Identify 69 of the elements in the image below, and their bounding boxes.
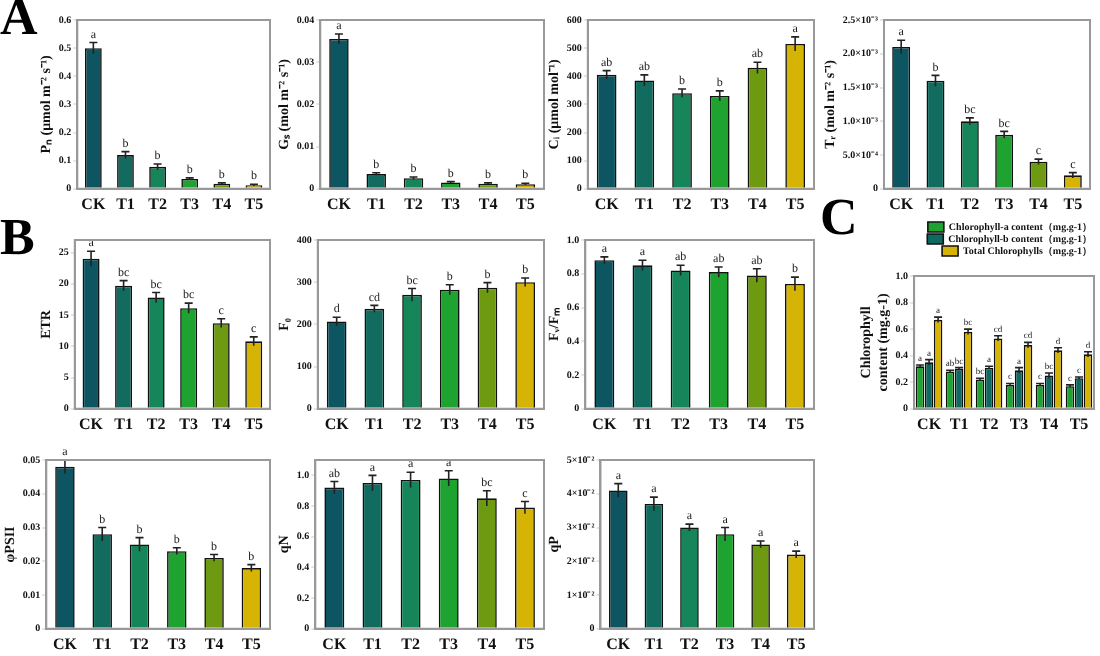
x-tick-label: T5	[244, 414, 264, 433]
x-tick-label: T4	[478, 414, 497, 433]
x-tick-label: T2	[404, 194, 423, 213]
x-tick-label: T1	[363, 634, 382, 653]
x-tick-label: T2	[148, 194, 167, 213]
text: C	[820, 188, 858, 246]
x-tick-label: T4	[212, 194, 232, 213]
x-tick-label: T4	[747, 414, 767, 433]
text: A	[0, 0, 38, 46]
x-tick-label: T1	[949, 414, 969, 433]
x-tick-label: T2	[671, 414, 690, 433]
x-tick-label: T2	[680, 634, 699, 653]
x-tick-label: CK	[889, 194, 915, 213]
x-tick-label: T1	[114, 414, 133, 433]
x-tick-label: T1	[644, 634, 664, 653]
x-tick-label: T3	[167, 634, 187, 653]
x-tick-label: T1	[635, 194, 654, 213]
x-tick-label: T4	[1039, 414, 1059, 433]
x-tick-label: T5	[515, 414, 535, 433]
x-tick-label: T3	[440, 414, 460, 433]
text: B	[0, 208, 35, 266]
x-tick-label: T4	[751, 634, 770, 653]
x-tick-label: T3	[441, 194, 461, 213]
x-tick-label: T1	[633, 414, 652, 433]
x-tick-label: T2	[130, 634, 149, 653]
x-tick-label: T5	[1069, 414, 1089, 433]
x-tick-label: T3	[439, 634, 459, 653]
x-tick-label: T5	[516, 194, 535, 213]
x-tick-label: CK	[79, 414, 105, 433]
x-tick-label: T3	[710, 194, 730, 213]
x-tick-label: T4	[478, 194, 498, 213]
x-tick-label: T4	[1029, 194, 1048, 213]
x-tick-label: T5	[786, 634, 806, 653]
x-tick-label: T1	[116, 194, 135, 213]
x-tick-label: T2	[979, 414, 999, 433]
x-tick-label: T1	[365, 414, 384, 433]
x-tick-label: CK	[81, 194, 107, 213]
x-tick-label: CK	[606, 634, 632, 653]
x-tick-label: T1	[926, 194, 945, 213]
x-tick-label: CK	[326, 194, 353, 213]
x-tick-label: CK	[322, 634, 348, 653]
x-tick-label: T2	[401, 634, 420, 653]
x-tick-label: T5	[515, 634, 535, 653]
x-tick-label: T4	[211, 414, 231, 433]
x-tick-label: CK	[592, 414, 618, 433]
x-tick-label: T1	[366, 194, 386, 213]
x-tick-label: CK	[594, 194, 621, 213]
x-tick-label: T3	[180, 194, 200, 213]
x-tick-label: T4	[204, 634, 224, 653]
x-tick-label: T3	[179, 414, 199, 433]
x-tick-label: T3	[1009, 414, 1029, 433]
x-tick-label: T5	[1063, 194, 1083, 213]
x-tick-label: T3	[709, 414, 729, 433]
x-tick-label: T3	[715, 634, 735, 653]
x-tick-label: CK	[324, 414, 351, 433]
x-tick-label: T5	[785, 414, 805, 433]
x-tick-label: T2	[146, 414, 166, 433]
x-tick-label: T1	[92, 634, 112, 653]
x-tick-label: T5	[785, 194, 805, 213]
x-tick-label: T4	[748, 194, 767, 213]
x-tick-label: T2	[402, 414, 422, 433]
x-tick-label: T5	[242, 634, 261, 653]
x-tick-label: T5	[244, 194, 264, 213]
x-tick-label: T4	[477, 634, 497, 653]
x-tick-label: T2	[960, 194, 980, 213]
x-tick-label: CK	[52, 634, 79, 653]
x-tick-label: CK	[917, 414, 943, 433]
x-tick-label: T2	[672, 194, 692, 213]
x-tick-label: T3	[994, 194, 1014, 213]
